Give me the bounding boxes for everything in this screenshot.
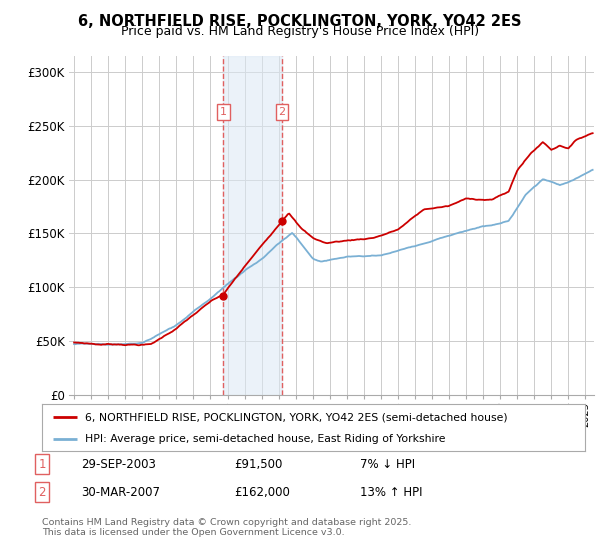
Text: £91,500: £91,500: [234, 458, 283, 470]
Text: Contains HM Land Registry data © Crown copyright and database right 2025.
This d: Contains HM Land Registry data © Crown c…: [42, 518, 412, 538]
Text: 2: 2: [38, 486, 46, 498]
Text: 2: 2: [278, 107, 286, 117]
Text: Price paid vs. HM Land Registry's House Price Index (HPI): Price paid vs. HM Land Registry's House …: [121, 25, 479, 38]
Text: 1: 1: [220, 107, 227, 117]
Text: 13% ↑ HPI: 13% ↑ HPI: [360, 486, 422, 498]
Text: 7% ↓ HPI: 7% ↓ HPI: [360, 458, 415, 470]
Text: 29-SEP-2003: 29-SEP-2003: [81, 458, 156, 470]
Text: HPI: Average price, semi-detached house, East Riding of Yorkshire: HPI: Average price, semi-detached house,…: [85, 434, 446, 444]
Bar: [223, 56, 282, 395]
Text: 6, NORTHFIELD RISE, POCKLINGTON, YORK, YO42 2ES (semi-detached house): 6, NORTHFIELD RISE, POCKLINGTON, YORK, Y…: [85, 412, 508, 422]
Text: 1: 1: [38, 458, 46, 470]
Text: £162,000: £162,000: [234, 486, 290, 498]
Text: 6, NORTHFIELD RISE, POCKLINGTON, YORK, YO42 2ES: 6, NORTHFIELD RISE, POCKLINGTON, YORK, Y…: [78, 14, 522, 29]
Text: 30-MAR-2007: 30-MAR-2007: [81, 486, 160, 498]
